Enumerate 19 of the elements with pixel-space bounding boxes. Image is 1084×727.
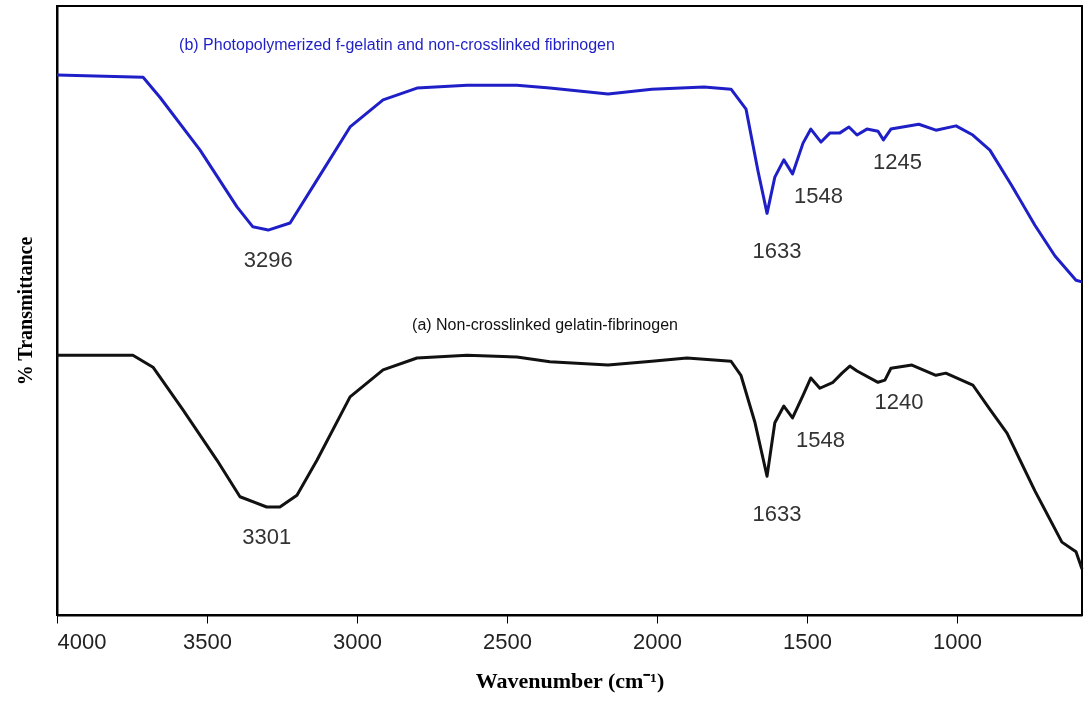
x-tick-label: 1000: [932, 628, 982, 654]
annotation: 1245: [872, 148, 922, 174]
annotation: 1548: [794, 182, 843, 208]
annotation: 1240: [874, 389, 924, 415]
x-tick-label: 3000: [332, 628, 382, 654]
x-tick-label: 2000: [632, 628, 682, 654]
text: (b) Photopolymerized f-gelatin and non-crosslinked fibrinogen: [179, 36, 615, 54]
x-tick-label: 2500: [482, 628, 532, 654]
x-axis-title: Wavenumber (cm⁻¹): [475, 667, 665, 693]
series-label: (a) Non-crosslinked gelatin-fibrinogen: [412, 316, 678, 334]
annotation: 1633: [752, 238, 802, 264]
x-tick-label: 3500: [183, 628, 232, 654]
annotation: 1633: [752, 501, 802, 527]
annotation: 3301: [242, 524, 292, 550]
annotation: 1548: [796, 426, 845, 452]
annotation: 3296: [243, 247, 293, 273]
y-axis-title: % Transmittance: [13, 236, 36, 386]
x-tick-label: 1500: [782, 628, 832, 654]
x-tick-label: 4000: [57, 628, 107, 654]
